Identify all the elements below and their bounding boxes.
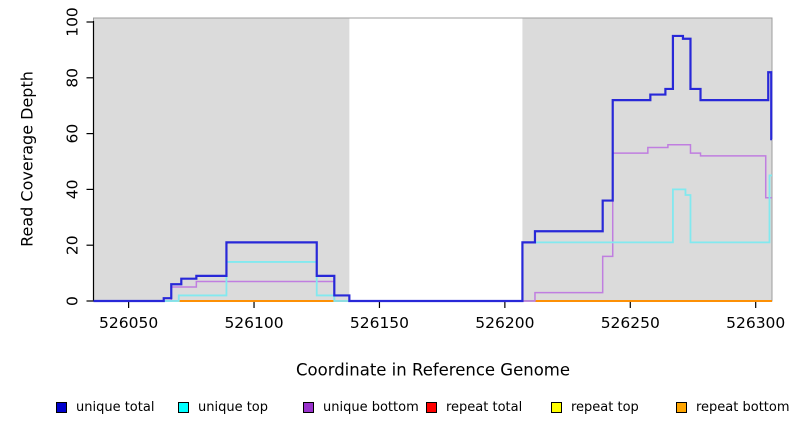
legend-swatch-icon: [426, 402, 437, 413]
y-axis-title: Read Coverage Depth: [17, 71, 37, 247]
legend-label: unique total: [76, 400, 155, 415]
x-tick-label: 526200: [475, 314, 534, 332]
legend-item-unique-bottom: unique bottom: [303, 400, 419, 415]
y-tick-label: 40: [64, 180, 82, 200]
shaded-repeat-region: [522, 18, 772, 301]
series-line-unique-total: [93, 34, 773, 303]
x-tick-label: 526150: [350, 314, 409, 332]
y-tick-label: 0: [64, 296, 82, 306]
series-line-unique-bottom: [93, 144, 772, 302]
legend-swatch-icon: [56, 402, 67, 413]
legend-item-repeat-top: repeat top: [551, 400, 639, 415]
y-tick-label: 20: [64, 235, 82, 255]
x-tick-label: 526250: [601, 314, 660, 332]
legend-swatch-icon: [178, 402, 189, 413]
shaded-repeat-region: [93, 18, 350, 301]
legend-label: repeat top: [571, 400, 639, 415]
legend-label: unique bottom: [323, 400, 419, 415]
legend-label: repeat total: [446, 400, 523, 415]
legend-label: repeat bottom: [696, 400, 790, 415]
legend: unique total unique top unique bottom repea…: [0, 400, 792, 420]
y-tick-label: 100: [64, 7, 82, 37]
x-tick-label: 526050: [99, 314, 158, 332]
x-tick-label: 526100: [224, 314, 283, 332]
legend-swatch-icon: [551, 402, 562, 413]
legend-item-unique-top: unique top: [178, 400, 268, 415]
legend-label: unique top: [198, 400, 269, 415]
x-axis-title: Coordinate in Reference Genome: [295, 360, 571, 380]
legend-swatch-icon: [676, 402, 687, 413]
x-tick-label: 526300: [726, 314, 785, 332]
legend-swatch-icon: [303, 402, 314, 413]
legend-item-unique-total: unique total: [56, 400, 154, 415]
y-tick-label: 80: [64, 68, 82, 88]
legend-item-repeat-bottom: repeat bottom: [676, 400, 790, 415]
legend-item-repeat-total: repeat total: [426, 400, 522, 415]
y-tick-label: 60: [64, 124, 82, 144]
